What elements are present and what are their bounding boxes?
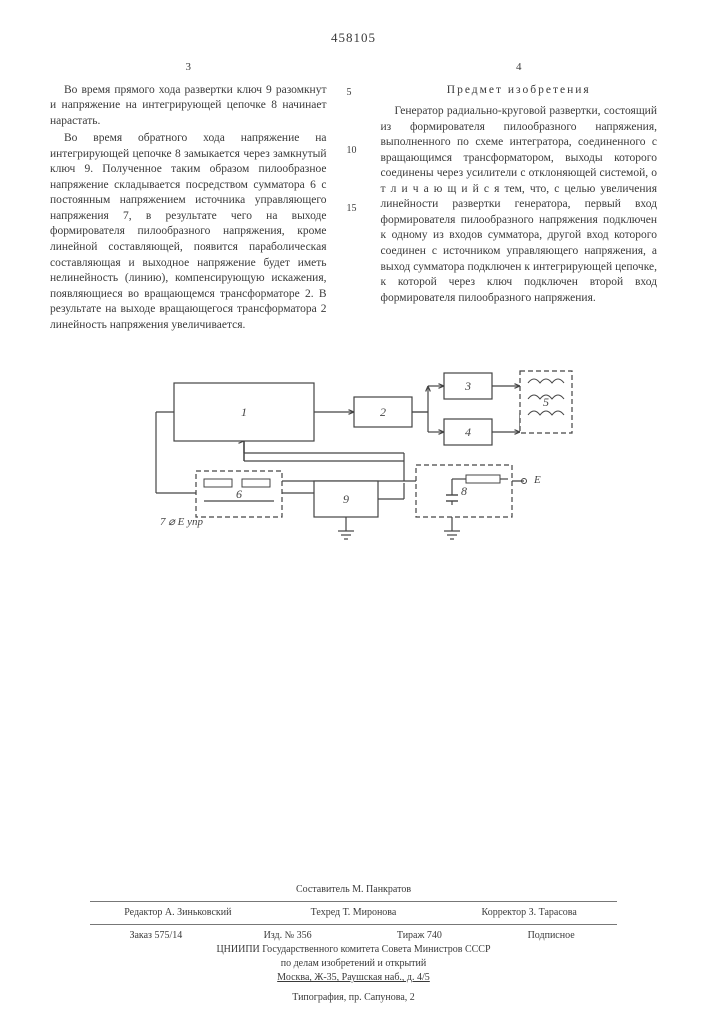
svg-text:3: 3 <box>464 379 471 393</box>
print-row: Заказ 575/14 Изд. № 356 Тираж 740 Подпис… <box>50 929 657 943</box>
tech-editor: Техред Т. Миронова <box>266 906 442 920</box>
subscription: Подписное <box>485 929 617 943</box>
block-diagram: 1 2 3 4 5 6 9 8 E 7 ⌀ E упр <box>104 353 604 553</box>
footer-rule <box>90 924 617 925</box>
patent-number: 458105 <box>50 30 657 46</box>
col-number-left: 3 <box>50 60 327 75</box>
text-columns: 3 Во время прямого хода развертки ключ 9… <box>50 60 657 335</box>
svg-text:7 ⌀ E упр: 7 ⌀ E упр <box>160 516 203 528</box>
address-line: Москва, Ж-35, Раушская наб., д. 4/5 <box>50 971 657 985</box>
svg-text:5: 5 <box>543 395 549 409</box>
circulation: Тираж 740 <box>354 929 486 943</box>
left-paragraph-1: Во время прямого хода развертки ключ 9 р… <box>50 83 327 130</box>
organization-line-1: ЦНИИПИ Государственного комитета Совета … <box>50 943 657 957</box>
order-number: Заказ 575/14 <box>90 929 222 943</box>
svg-text:8: 8 <box>461 484 467 498</box>
line-marker: 10 <box>347 144 361 202</box>
left-column: 3 Во время прямого хода развертки ключ 9… <box>50 60 327 335</box>
svg-text:4: 4 <box>465 425 471 439</box>
svg-text:9: 9 <box>343 492 349 506</box>
claim-heading: Предмет изобретения <box>381 83 658 99</box>
left-paragraph-2: Во время обратного хода напряжение на ин… <box>50 131 327 333</box>
corrector: Корректор З. Тарасова <box>441 906 617 920</box>
line-number-gutter: 5 10 15 <box>347 60 361 335</box>
editor-row: Редактор А. Зиньковский Техред Т. Мироно… <box>50 906 657 920</box>
right-column: 4 Предмет изобретения Генератор радиальн… <box>381 60 658 335</box>
typography-line: Типография, пр. Сапунова, 2 <box>50 991 657 1005</box>
organization-line-2: по делам изобретений и открытий <box>50 957 657 971</box>
patent-page: 458105 3 Во время прямого хода развертки… <box>0 0 707 1025</box>
edition-number: Изд. № 356 <box>222 929 354 943</box>
line-marker: 5 <box>347 86 361 144</box>
svg-text:E: E <box>533 474 541 486</box>
line-marker: 15 <box>347 202 361 260</box>
footer-rule <box>90 901 617 902</box>
svg-text:1: 1 <box>241 405 247 419</box>
footer-block: Составитель М. Панкратов Редактор А. Зин… <box>50 883 657 1005</box>
col-number-right: 4 <box>381 60 658 75</box>
right-paragraph-1: Генератор радиально-круговой развертки, … <box>381 104 658 306</box>
editor: Редактор А. Зиньковский <box>90 906 266 920</box>
svg-text:2: 2 <box>380 405 386 419</box>
svg-text:6: 6 <box>236 487 242 501</box>
compiler-line: Составитель М. Панкратов <box>50 883 657 897</box>
